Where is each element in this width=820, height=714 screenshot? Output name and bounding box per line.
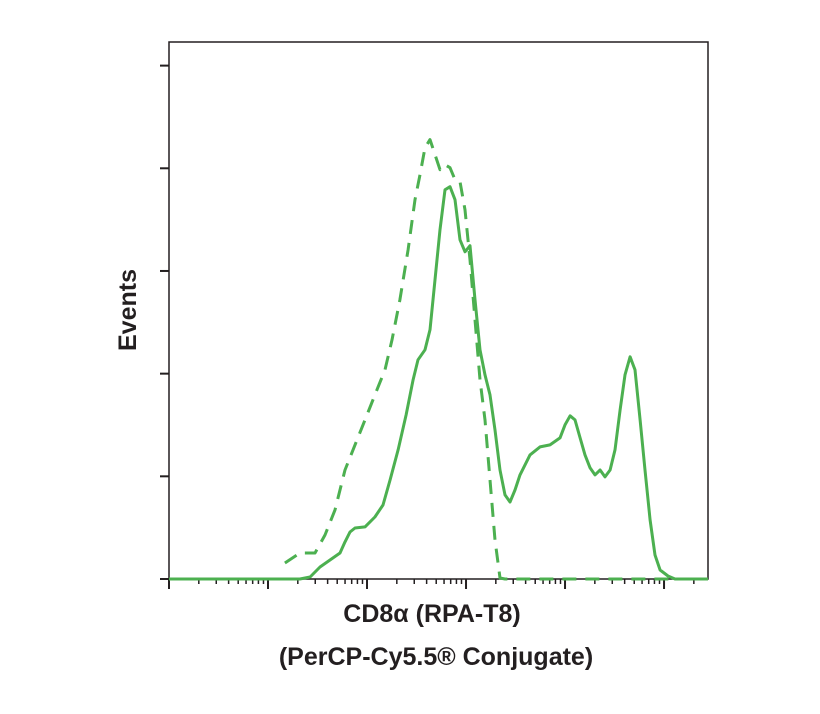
histogram-line [284,138,708,581]
histogram-line [169,185,708,581]
x-axis-label: CD8α (RPA-T8) [343,600,520,628]
plot-frame [168,41,709,580]
x-axis-label: (PerCP-Cy5.5® Conjugate) [279,643,593,671]
y-axis-label: Events [114,269,142,351]
